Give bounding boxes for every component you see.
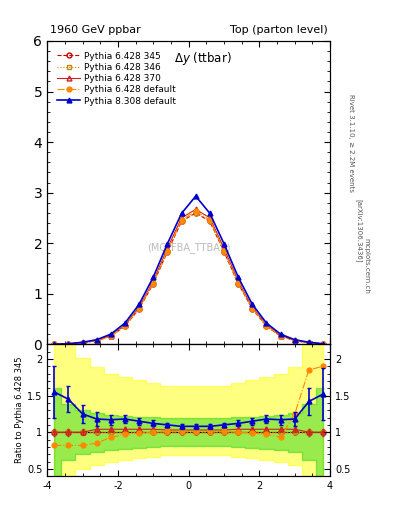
Text: Rivet 3.1.10, ≥ 2.2M events: Rivet 3.1.10, ≥ 2.2M events (348, 94, 354, 193)
Text: mcplots.cern.ch: mcplots.cern.ch (364, 238, 369, 294)
Text: 1960 GeV ppbar: 1960 GeV ppbar (50, 25, 141, 35)
Text: Top (parton level): Top (parton level) (230, 25, 327, 35)
Legend: Pythia 6.428 345, Pythia 6.428 346, Pythia 6.428 370, Pythia 6.428 default, Pyth: Pythia 6.428 345, Pythia 6.428 346, Pyth… (57, 52, 176, 105)
Y-axis label: Ratio to Pythia 6.428 345: Ratio to Pythia 6.428 345 (15, 357, 24, 463)
Text: $\Delta y$ (ttbar): $\Delta y$ (ttbar) (174, 50, 231, 67)
Text: [arXiv:1306.3436]: [arXiv:1306.3436] (356, 199, 362, 262)
Text: (MC_FBA_TTBAR): (MC_FBA_TTBAR) (147, 242, 230, 252)
